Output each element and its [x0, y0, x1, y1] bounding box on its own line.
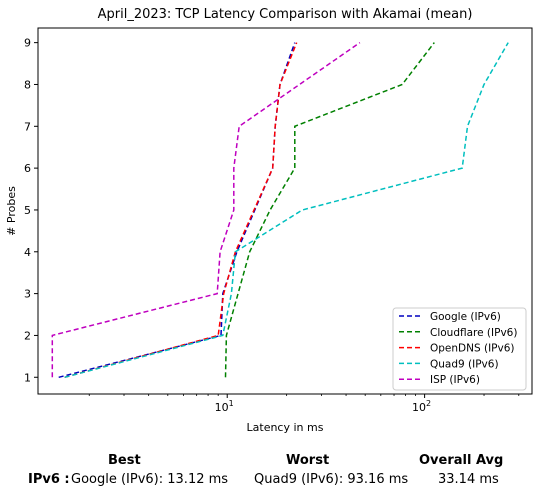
- y-tick-label: 7: [24, 120, 31, 133]
- summary-table: Best Worst Overall Avg IPv6 : Google (IP…: [0, 448, 541, 496]
- legend-label-quad9-ipv6: Quad9 (IPv6): [430, 358, 499, 370]
- legend-label-cloudflare-ipv6: Cloudflare (IPv6): [430, 327, 517, 339]
- latency-chart: April_2023: TCP Latency Comparison with …: [5, 7, 533, 434]
- x-tick-label: 101: [215, 399, 234, 414]
- series-line-quad9-ipv6: [64, 42, 509, 379]
- chart-title: April_2023: TCP Latency Comparison with …: [98, 7, 473, 22]
- series-lines: [51, 41, 509, 379]
- series-line-google-ipv6: [58, 42, 296, 379]
- x-axis-ticks: 101 102: [88, 394, 520, 414]
- y-tick-label: 4: [24, 246, 31, 259]
- overall-avg-header: Overall Avg: [419, 453, 504, 468]
- best-header: Best: [108, 453, 141, 468]
- legend: Google (IPv6) Cloudflare (IPv6) OpenDNS (I…: [392, 307, 527, 391]
- y-axis-label: # Probes: [5, 186, 18, 236]
- y-axis-ticks: 1 2 3 4 5 6 7 8 9: [24, 37, 38, 384]
- worst-header: Worst: [286, 453, 330, 468]
- x-axis-label: Latency in ms: [247, 421, 324, 434]
- y-tick-label: 5: [24, 204, 31, 217]
- series-line-isp-ipv6: [51, 41, 361, 378]
- overall-avg-value: 33.14 ms: [438, 472, 499, 487]
- legend-label-google-ipv6: Google (IPv6): [430, 311, 501, 323]
- y-tick-label: 3: [24, 288, 31, 301]
- y-tick-label: 9: [24, 37, 31, 50]
- y-tick-label: 6: [24, 162, 31, 175]
- y-tick-label: 8: [24, 78, 31, 91]
- x-tick-label: 102: [412, 399, 431, 414]
- series-line-opendns-ipv6: [64, 42, 298, 379]
- legend-box: [392, 307, 527, 391]
- plot-area: [37, 27, 533, 395]
- y-tick-label: 1: [24, 371, 31, 384]
- worst-value: Quad9 (IPv6): 93.16 ms: [254, 472, 409, 487]
- legend-label-opendns-ipv6: OpenDNS (IPv6): [430, 343, 515, 355]
- y-tick-label: 2: [24, 329, 31, 342]
- ipv6-row-label: IPv6 :: [28, 472, 70, 487]
- best-value: Google (IPv6): 13.12 ms: [71, 472, 229, 487]
- legend-label-isp-ipv6: ISP (IPv6): [430, 374, 480, 386]
- series-line-cloudflare-ipv6: [224, 42, 435, 378]
